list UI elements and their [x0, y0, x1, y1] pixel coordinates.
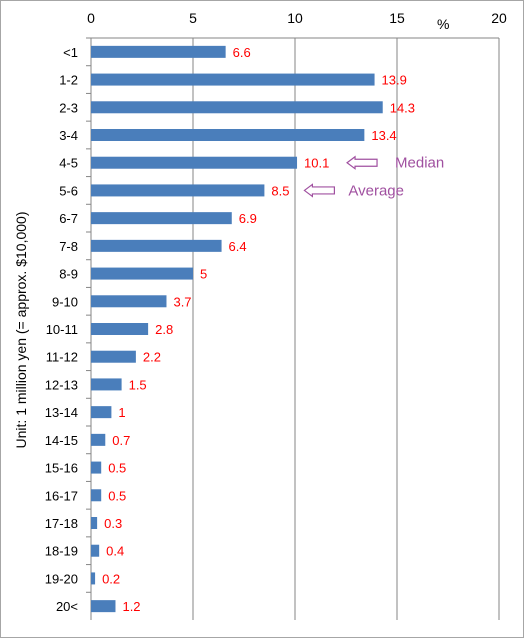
category-label: 4-5 — [59, 156, 78, 171]
bar-<1 — [91, 45, 226, 58]
category-label: 18-19 — [45, 544, 78, 559]
category-label: <1 — [63, 45, 78, 60]
y-axis-title: Unit: 1 million yen (= approx. $10,000) — [13, 212, 29, 449]
category-label: 15-16 — [45, 461, 78, 476]
bar-7-8 — [91, 239, 222, 252]
category-label: 17-18 — [45, 516, 78, 531]
x-axis-ticks: 0 5 10 15 20 — [87, 10, 507, 26]
bar-3-4 — [91, 129, 365, 141]
data-label: 1.2 — [122, 599, 140, 614]
category-label: 2-3 — [59, 100, 78, 115]
data-label: 13.4 — [371, 128, 396, 143]
annotations: Median Average — [303, 155, 444, 199]
data-label: 0.7 — [112, 433, 130, 448]
bar-4-5 — [91, 156, 298, 169]
data-label: 8.5 — [271, 183, 289, 198]
category-label: 16-17 — [45, 488, 78, 503]
bar-18-19 — [91, 544, 100, 557]
bar-9-10 — [91, 295, 167, 308]
category-label: 3-4 — [59, 128, 78, 143]
x-tick-label: 15 — [389, 10, 405, 26]
annotation-median: Median — [395, 155, 444, 172]
category-label: 14-15 — [45, 433, 78, 448]
data-label: 0.4 — [106, 544, 124, 559]
data-label: 3.7 — [173, 294, 191, 309]
arrow-left-icon — [346, 155, 378, 170]
bar-5-6 — [91, 184, 265, 197]
bar-6-7 — [91, 212, 232, 225]
data-label: 5 — [200, 267, 207, 282]
data-label: 14.3 — [390, 100, 415, 115]
bar-20< — [91, 600, 116, 613]
x-tick-label: 0 — [87, 10, 95, 26]
bar-11-12 — [91, 350, 136, 363]
bar-19-20 — [91, 572, 96, 585]
category-label: 11-12 — [46, 350, 78, 365]
bar-8-9 — [91, 267, 193, 280]
bar-1-2 — [91, 73, 375, 86]
bar-13-14 — [91, 406, 112, 419]
data-label: 1 — [118, 405, 125, 420]
category-label: 8-9 — [59, 267, 78, 282]
data-label: 10.1 — [304, 156, 329, 171]
data-label: 0.5 — [108, 461, 126, 476]
data-label: 6.6 — [233, 45, 251, 60]
data-label: 6.9 — [239, 211, 257, 226]
category-label: 13-14 — [45, 405, 78, 420]
x-axis-unit: % — [437, 16, 449, 32]
bar-16-17 — [91, 489, 102, 502]
data-label: 0.3 — [104, 516, 122, 531]
x-tick-label: 5 — [189, 10, 197, 26]
bar-12-13 — [91, 378, 122, 391]
bar-17-18 — [91, 517, 98, 529]
data-labels: 6.6 13.9 14.3 13.4 10.1 8.5 6.9 6.4 5 3.72.8 2.2 1.… — [102, 45, 415, 614]
category-label: 5-6 — [59, 183, 78, 198]
bar-14-15 — [91, 433, 106, 446]
category-label: 19-20 — [45, 571, 78, 586]
category-label: 20< — [56, 599, 78, 614]
category-label: 7-8 — [59, 239, 78, 254]
data-label: 1.5 — [129, 377, 147, 392]
data-label: 0.5 — [108, 488, 126, 503]
data-label: 2.8 — [155, 322, 173, 337]
category-label: 9-10 — [52, 294, 78, 309]
arrow-left-icon — [303, 183, 335, 198]
data-label: 2.2 — [143, 350, 161, 365]
data-label: 13.9 — [382, 73, 407, 88]
category-label: 12-13 — [45, 377, 78, 392]
category-label: 10-11 — [46, 322, 78, 337]
bar-10-11 — [91, 323, 149, 335]
category-label: 1-2 — [59, 73, 78, 88]
bar-2-3 — [91, 101, 383, 114]
data-label: 6.4 — [229, 239, 247, 254]
category-label: 6-7 — [59, 211, 78, 226]
x-tick-label: 20 — [491, 10, 507, 26]
y-axis-ticks: <1 1-2 2-3 3-4 4-5 5-6 6-7 7-8 8-9 9-10 10-11 11-12… — [45, 37, 91, 614]
annotation-average: Average — [348, 182, 404, 199]
x-tick-label: 10 — [287, 10, 303, 26]
bar-15-16 — [91, 461, 102, 474]
bars — [91, 45, 383, 613]
data-label: 0.2 — [102, 571, 120, 586]
